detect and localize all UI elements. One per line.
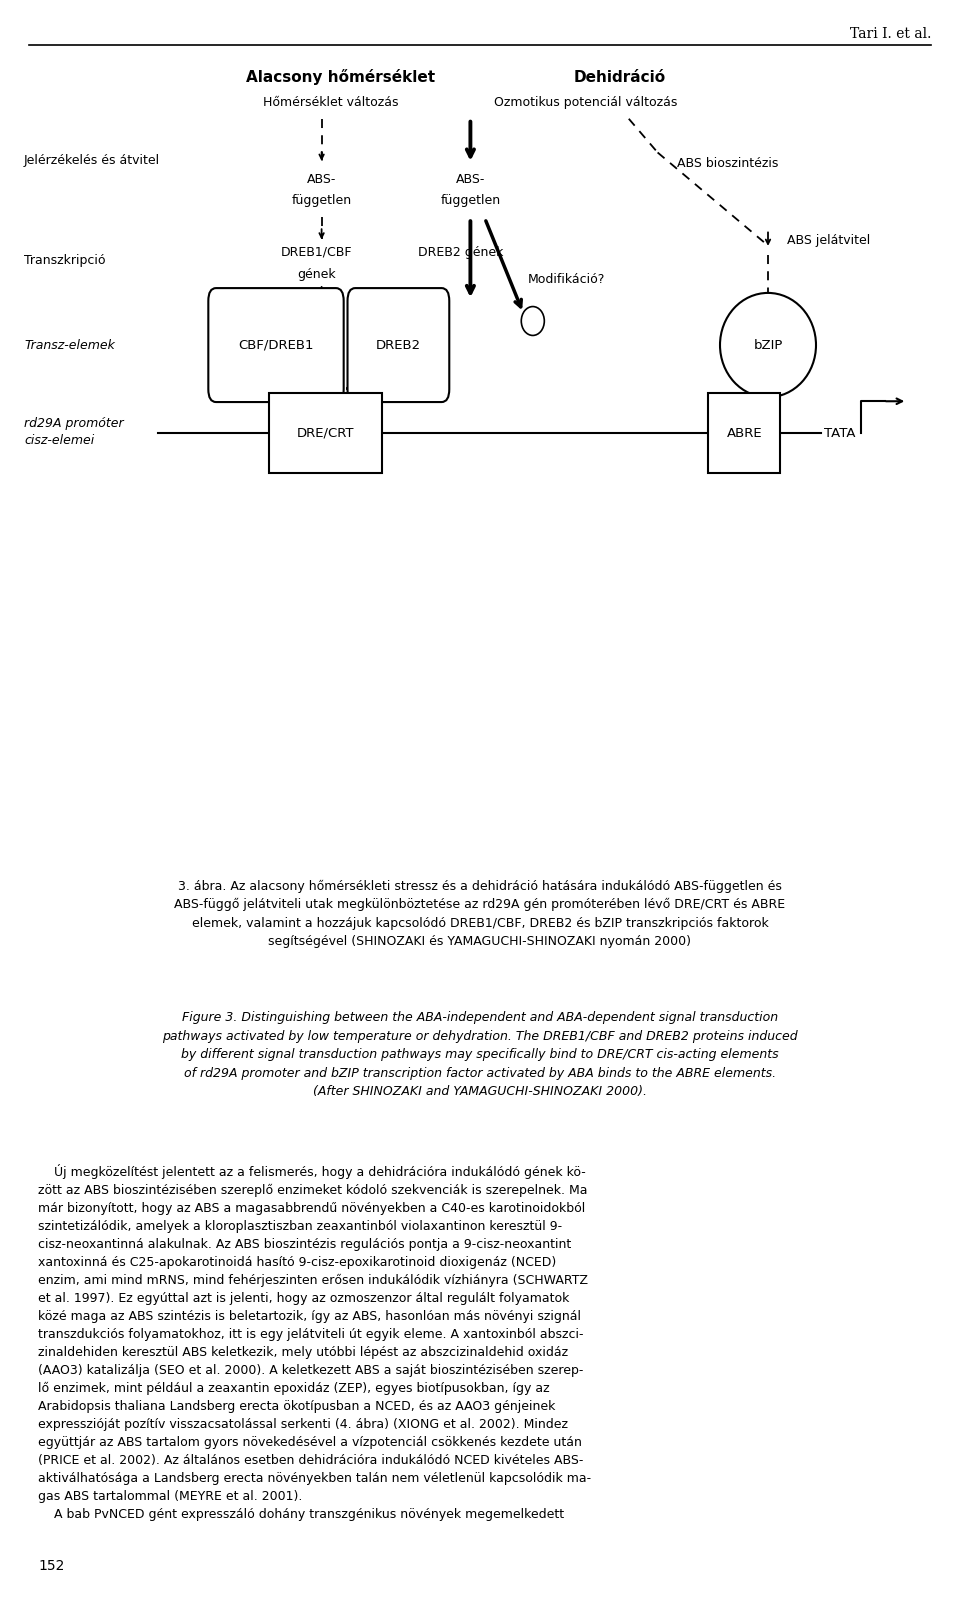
- FancyBboxPatch shape: [348, 289, 449, 401]
- Text: DREB1/CBF: DREB1/CBF: [281, 246, 352, 258]
- Text: CBF/DREB1: CBF/DREB1: [238, 339, 314, 351]
- Text: DREB2: DREB2: [375, 339, 421, 351]
- Text: 152: 152: [38, 1558, 64, 1573]
- Text: TATA: TATA: [824, 427, 855, 440]
- Text: DRE/CRT: DRE/CRT: [297, 427, 354, 440]
- Text: ABS-: ABS-: [307, 173, 336, 186]
- Text: Tari I. et al.: Tari I. et al.: [850, 27, 931, 42]
- Text: Alacsony hőmérséklet: Alacsony hőmérséklet: [246, 69, 436, 85]
- Text: Jelérzékelés és átvitel: Jelérzékelés és átvitel: [24, 154, 160, 167]
- Text: ABS bioszintézis: ABS bioszintézis: [677, 157, 779, 170]
- Text: Modifikáció?: Modifikáció?: [528, 273, 606, 286]
- Text: 3. ábra. Az alacsony hőmérsékleti stressz és a dehidráció hatására indukálódó AB: 3. ábra. Az alacsony hőmérsékleti stress…: [175, 880, 785, 949]
- Text: független: független: [441, 194, 500, 207]
- Text: rd29A promóter
cisz-elemei: rd29A promóter cisz-elemei: [24, 417, 124, 446]
- Text: Figure 3. Distinguishing between the ABA-independent and ABA-dependent signal tr: Figure 3. Distinguishing between the ABA…: [162, 1011, 798, 1098]
- Ellipse shape: [720, 294, 816, 396]
- Ellipse shape: [521, 307, 544, 335]
- Text: Transzkripció: Transzkripció: [24, 254, 106, 266]
- Text: DREB2 gének: DREB2 gének: [419, 246, 503, 258]
- Text: gének: gének: [298, 268, 336, 281]
- Text: ABS-: ABS-: [456, 173, 485, 186]
- Text: Hőmérséklet változás: Hőmérséklet változás: [263, 96, 399, 109]
- Bar: [708, 393, 780, 473]
- Text: Dehidráció: Dehidráció: [573, 69, 665, 85]
- FancyBboxPatch shape: [208, 289, 344, 401]
- Text: ABRE: ABRE: [727, 427, 762, 440]
- Text: Új megközelítést jelentett az a felismerés, hogy a dehidrációra indukálódó gének: Új megközelítést jelentett az a felismer…: [38, 1164, 591, 1522]
- Text: ABS jelátvitel: ABS jelátvitel: [787, 234, 871, 247]
- Bar: [269, 393, 382, 473]
- Text: Transz-elemek: Transz-elemek: [24, 339, 115, 351]
- Text: bZIP: bZIP: [754, 339, 782, 351]
- Text: Ozmotikus potenciál változás: Ozmotikus potenciál változás: [493, 96, 678, 109]
- Text: független: független: [292, 194, 351, 207]
